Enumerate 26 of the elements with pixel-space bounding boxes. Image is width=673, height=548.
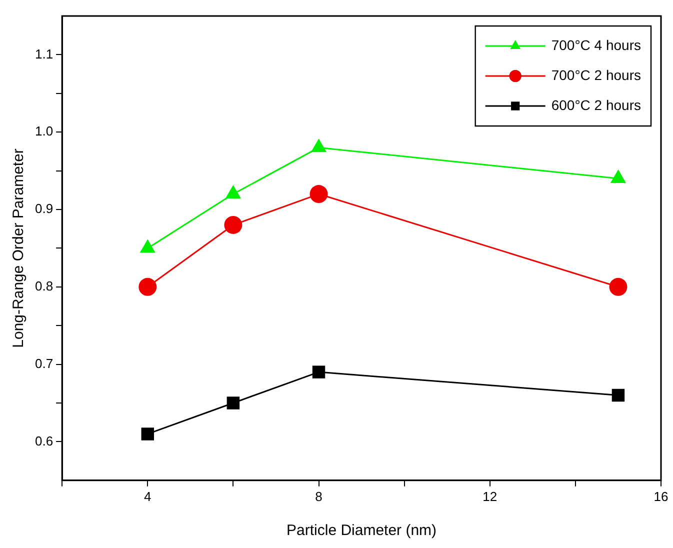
y-axis-title: Long-Range Order Parameter xyxy=(10,148,28,348)
y-tick-label: 0.8 xyxy=(34,278,54,294)
x-tick-label: 12 xyxy=(482,488,498,504)
point xyxy=(609,278,628,296)
point xyxy=(225,185,241,199)
y-tick-label: 1.0 xyxy=(34,124,54,139)
x-tick-label: 8 xyxy=(315,488,322,504)
legend-label: 700°C 2 hours xyxy=(551,66,642,83)
point xyxy=(310,138,327,152)
point xyxy=(612,388,625,402)
point xyxy=(312,366,326,378)
point xyxy=(140,239,156,253)
y-tick-label: 0.6 xyxy=(34,433,54,448)
x-tick-label: 16 xyxy=(654,488,668,504)
point xyxy=(224,216,242,234)
point xyxy=(610,170,626,184)
legend-label: 600°C 2 hours xyxy=(551,96,642,113)
point xyxy=(141,428,154,440)
point xyxy=(138,278,157,296)
point xyxy=(226,396,240,410)
x-axis-title: Particle Diameter (nm) xyxy=(286,522,437,540)
y-tick-label: 0.7 xyxy=(34,356,54,371)
x-tick-label: 4 xyxy=(144,488,152,504)
legend-label: 700°C 4 hours xyxy=(551,36,642,53)
y-tick-label: 1.1 xyxy=(34,46,54,62)
y-tick-label: 0.9 xyxy=(34,201,54,216)
